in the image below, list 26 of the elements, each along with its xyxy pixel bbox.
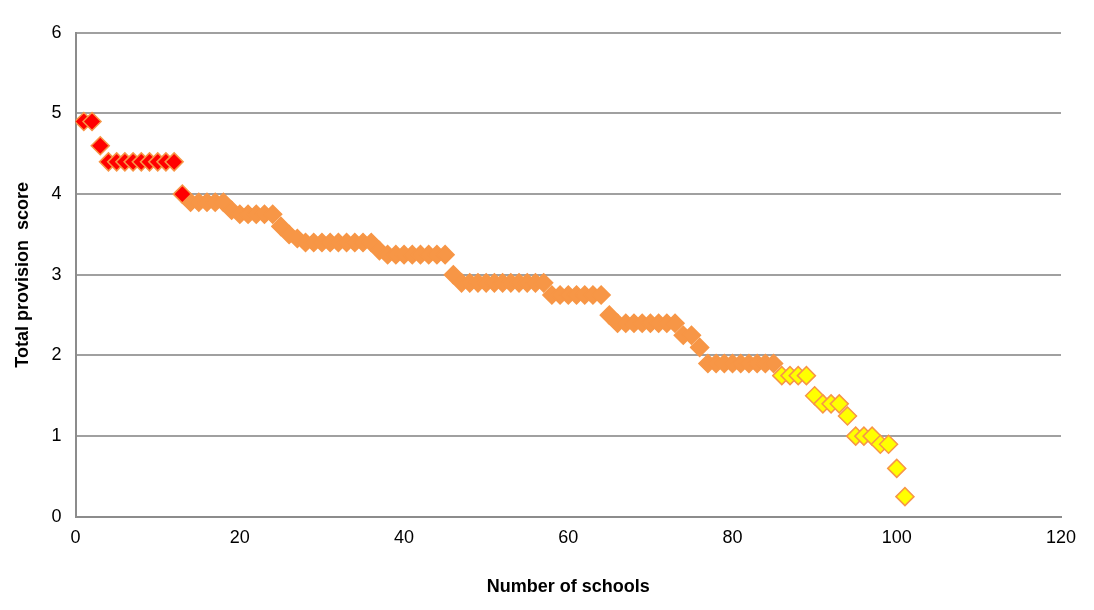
point <box>895 486 915 507</box>
x-tick-label: 120 <box>1045 526 1077 547</box>
point <box>878 434 899 454</box>
point <box>164 152 184 172</box>
point <box>82 111 102 132</box>
y-tick-label: 2 <box>51 344 62 365</box>
point <box>887 458 907 479</box>
y-tick-label: 4 <box>51 183 62 204</box>
y-tick-label: 5 <box>51 102 62 123</box>
point <box>837 406 858 426</box>
point <box>172 184 193 204</box>
point <box>90 135 110 156</box>
y-tick-label: 6 <box>51 21 62 42</box>
y-tick-label: 0 <box>51 505 62 526</box>
y-tick-label: 1 <box>51 425 62 446</box>
x-axis-title: Number of schools <box>486 576 650 597</box>
y-tick-label: 3 <box>51 263 62 284</box>
x-tick-label: 80 <box>722 526 743 547</box>
x-tick-label: 20 <box>229 526 250 547</box>
point <box>796 365 817 386</box>
point <box>829 394 850 414</box>
x-tick-label: 40 <box>394 526 415 547</box>
x-tick-label: 60 <box>558 526 579 547</box>
x-tick-label: 0 <box>70 526 81 547</box>
x-tick-label: 100 <box>881 526 912 547</box>
y-axis-title: Total provision score <box>11 181 32 368</box>
